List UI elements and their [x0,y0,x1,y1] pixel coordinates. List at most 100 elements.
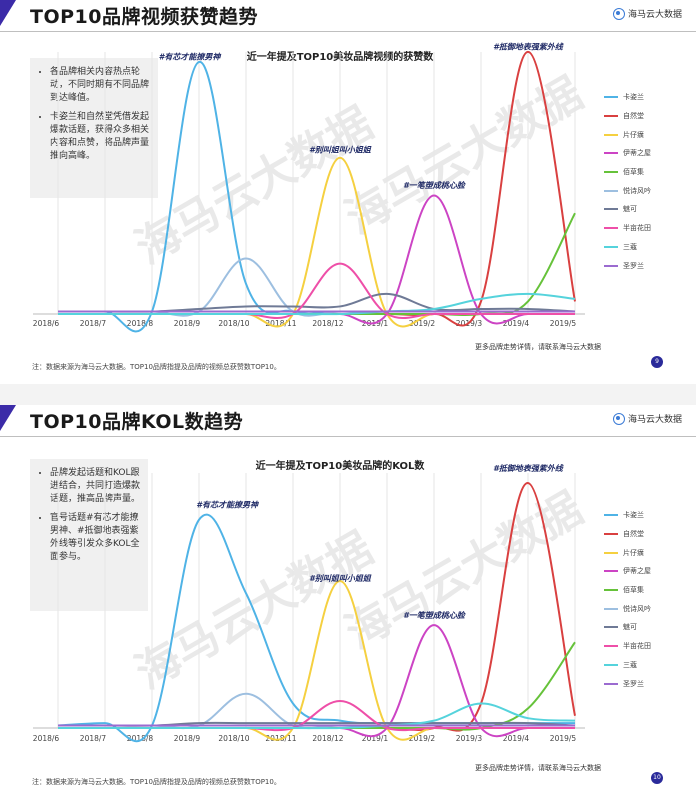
insight-item: 各品牌相关内容热点轮动，不同时期有不同品牌到达峰值。 [50,66,152,105]
footnote: 注：数据来源为海马云大数据。TOP10品牌指提及品牌的视频总获赞数TOP10。 [32,363,281,371]
logo-icon [612,412,625,425]
legend-item: 三蔻 [604,656,651,675]
legend-item: 半亩花田 [604,219,651,238]
chart-annotation: #有芯才能撩男神 [159,52,222,61]
series-line-三蔻 [58,292,576,316]
chart-annotation: #一笔塑成桃心脸 [403,181,467,190]
x-tick-label: 2019/3 [456,734,483,743]
title-bar: TOP10品牌视频获赞趋势 海马云大数据 [0,0,696,34]
insight-box: 品牌发起话题和KOL跟进结合，共同打造爆款话题，推高品牌声量。 官号话题#有芯才… [30,459,148,611]
x-tick-label: 2018/12 [312,319,343,328]
legend-label: 自然堂 [623,530,644,539]
legend-swatch [604,264,618,267]
x-tick-label: 2018/7 [80,319,107,328]
x-tick-label: 2018/12 [312,734,343,743]
legend-label: 悦诗风吟 [623,604,651,613]
x-tick-label: 2019/2 [409,734,436,743]
legend-label: 佰草集 [623,168,644,177]
x-tick-label: 2018/9 [174,319,201,328]
slide-separator [0,384,696,405]
x-tick-label: 2018/8 [127,319,154,328]
slide-video-likes: TOP10品牌视频获赞趋势 海马云大数据 海马云大数据 海马云大数据 各品牌相关… [0,0,696,384]
legend-swatch [604,589,618,592]
legend-swatch [604,208,618,211]
legend-swatch [604,96,618,99]
x-tick-label: 2019/4 [503,734,530,743]
legend-item: 圣罗兰 [604,256,651,275]
chart-legend: 卡姿兰 自然堂 片仔癀 伊蒂之屋 佰草集 悦诗风吟 魅可 半亩花田 三蔻 圣罗兰 [604,88,651,275]
legend-label: 圣罗兰 [623,679,644,688]
x-tick-label: 2019/5 [550,734,577,743]
legend-swatch [604,626,618,629]
legend-swatch [604,171,618,174]
x-tick-label: 2018/6 [33,734,60,743]
more-info-text: 更多品牌走势详情，请联系海马云大数据 [475,764,601,772]
page-title: TOP10品牌视频获赞趋势 [30,6,258,28]
legend-label: 悦诗风吟 [623,186,651,195]
series-line-自然堂 [58,482,576,732]
legend-item: 佰草集 [604,163,651,182]
legend-label: 半亩花田 [623,224,651,233]
legend-label: 佰草集 [623,586,644,595]
title-corner-accent [0,405,16,431]
x-tick-label: 2018/6 [33,319,60,328]
legend-label: 半亩花田 [623,642,651,651]
x-tick-label: 2018/10 [218,734,249,743]
legend-label: 魅可 [623,623,637,632]
series-line-片仔癀 [58,579,575,741]
legend-swatch [604,189,618,192]
legend-label: 三蔻 [623,660,637,669]
chart-annotation: #抵御地表强紫外线 [493,42,564,51]
legend-swatch [604,663,618,666]
legend-item: 半亩花田 [604,637,651,656]
legend-item: 卡姿兰 [604,88,651,107]
line-chart-kol: 2018/6 2018/7 2018/8 2018/9 2018/10 2018/11 20… [33,464,585,743]
x-tick-label: 2018/8 [127,734,154,743]
legend-item: 三蔻 [604,238,651,257]
legend-swatch [604,607,618,610]
chart-annotation: #别叫姐叫小姐姐 [309,574,372,583]
series-line-卡姿兰 [58,60,575,333]
legend-item: 魅可 [604,200,651,219]
page-number: 10 [651,772,663,784]
x-tick-label: 2019/4 [503,319,530,328]
legend-item: 悦诗风吟 [604,181,651,200]
legend-label: 伊蒂之屋 [623,149,651,158]
chart-annotation: #别叫姐叫小姐姐 [309,146,372,155]
legend-label: 圣罗兰 [623,261,644,270]
line-chart-likes: 2018/6 2018/7 2018/8 2018/9 2018/10 2018/11 20… [33,42,585,333]
chart-annotation: #一笔塑成桃心脸 [403,611,467,620]
title-divider [0,31,696,32]
legend-label: 伊蒂之屋 [623,567,651,576]
x-tick-label: 2018/10 [218,319,249,328]
logo-icon [612,7,625,20]
insight-item: 品牌发起话题和KOL跟进结合，共同打造爆款话题，推高品牌声量。 [50,467,142,506]
chart-title: 近一年提及TOP10美妆品牌的KOL数 [255,461,425,472]
brand-logo: 海马云大数据 [612,412,682,425]
legend-item: 卡姿兰 [604,506,651,525]
legend-item: 佰草集 [604,581,651,600]
logo-text: 海马云大数据 [627,10,682,20]
legend-label: 卡姿兰 [623,93,644,102]
footnote: 注：数据来源为海马云大数据。TOP10品牌指提及品牌的视频总获赞数TOP10。 [32,778,281,786]
legend-item: 片仔癀 [604,125,651,144]
more-info-text: 更多品牌走势详情，请联系海马云大数据 [475,343,601,351]
legend-swatch [604,227,618,230]
series-line-半亩花田 [58,262,575,319]
title-corner-accent [0,0,16,26]
slide-kol-count: TOP10品牌KOL数趋势 海马云大数据 海马云大数据 海马云大数据 品牌发起话… [0,405,696,789]
legend-swatch [604,115,618,118]
series-line-片仔癀 [58,156,575,328]
legend-item: 片仔癀 [604,543,651,562]
legend-item: 自然堂 [604,525,651,544]
title-divider [0,436,696,437]
logo-text: 海马云大数据 [627,415,682,425]
legend-label: 魅可 [623,205,637,214]
legend-swatch [604,551,618,554]
chart-legend: 卡姿兰自然堂片仔癀伊蒂之屋佰草集悦诗风吟魅可半亩花田三蔻圣罗兰 [604,506,651,693]
series-line-佰草集 [58,641,576,731]
x-tick-label: 2019/5 [550,319,577,328]
page-title: TOP10品牌KOL数趋势 [30,411,244,433]
legend-label: 三蔻 [623,242,637,251]
legend-swatch [604,245,618,248]
